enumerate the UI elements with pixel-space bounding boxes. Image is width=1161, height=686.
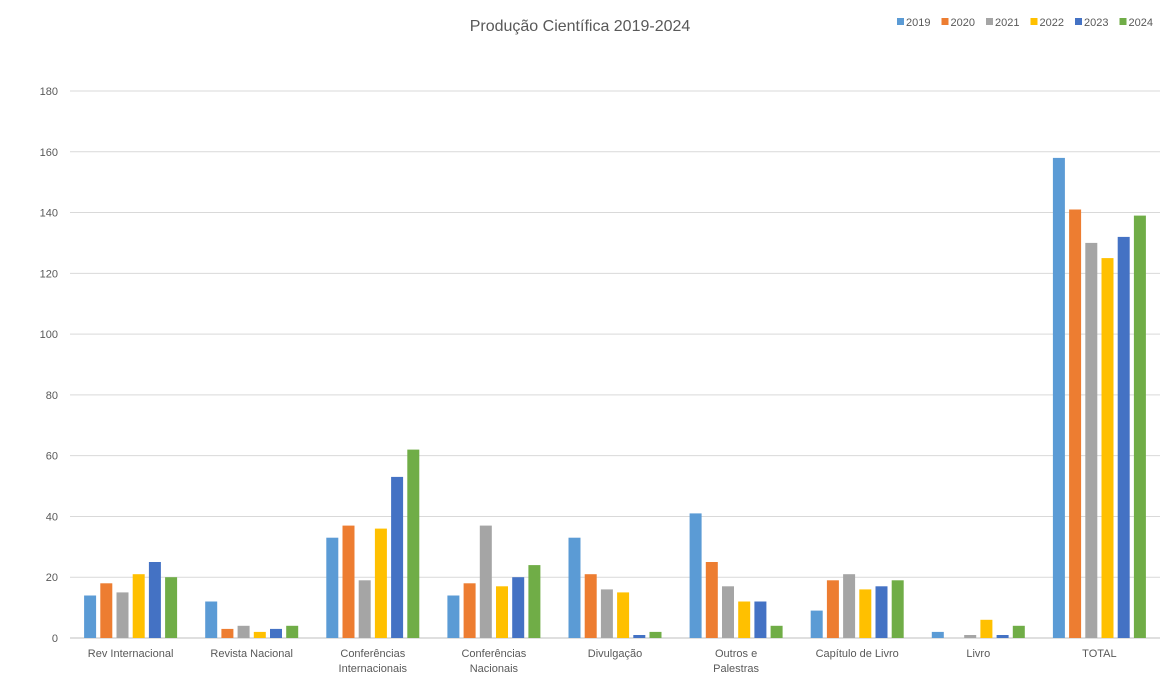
bar xyxy=(528,565,541,638)
x-category-label: TOTAL xyxy=(1082,648,1116,660)
legend-label: 2019 xyxy=(906,17,930,29)
bar xyxy=(931,631,944,638)
bar xyxy=(810,610,823,638)
bar xyxy=(1133,215,1146,638)
bar xyxy=(479,525,492,638)
legend-label: 2020 xyxy=(951,17,975,29)
bar xyxy=(980,619,993,638)
bar xyxy=(875,586,888,638)
bar xyxy=(689,513,702,638)
bar xyxy=(358,580,371,638)
bar xyxy=(132,574,145,638)
bar xyxy=(286,625,299,638)
bar xyxy=(1101,258,1114,638)
bars xyxy=(84,157,1146,638)
bar xyxy=(407,449,420,638)
legend-label: 2022 xyxy=(1040,17,1064,29)
legend-item: 2022 xyxy=(1030,17,1064,29)
bar xyxy=(859,589,872,638)
bar xyxy=(738,601,751,638)
bar xyxy=(253,631,266,638)
bar xyxy=(270,628,282,638)
bar xyxy=(649,631,662,638)
legend-swatch xyxy=(897,18,904,25)
bar xyxy=(1052,157,1065,638)
bar xyxy=(374,528,387,638)
x-category-label: Outros e Palestras xyxy=(713,648,759,675)
y-tick-label: 0 xyxy=(52,633,58,645)
bar xyxy=(633,635,646,638)
y-tick-label: 120 xyxy=(40,268,58,280)
y-tick-label: 20 xyxy=(46,572,58,584)
bar xyxy=(722,586,734,638)
legend-label: 2023 xyxy=(1084,17,1108,29)
x-category-label: Rev Internacional xyxy=(88,648,174,660)
bar xyxy=(221,628,234,638)
legend-swatch xyxy=(1075,18,1082,25)
bar xyxy=(770,625,783,638)
y-tick-label: 140 xyxy=(40,208,58,220)
legend-label: 2021 xyxy=(995,17,1019,29)
legend-label: 2024 xyxy=(1129,17,1153,29)
y-tick-label: 180 xyxy=(40,86,58,98)
bar xyxy=(754,601,767,638)
bar xyxy=(1069,209,1082,638)
bar xyxy=(496,586,508,638)
x-category-label: Conferências Nacionais xyxy=(461,648,526,675)
x-category-label: Revista Nacional xyxy=(210,648,293,660)
x-category-label: Conferências Internacionais xyxy=(339,648,408,675)
bar xyxy=(1117,236,1130,638)
x-axis-category-labels: Rev Internacional Revista Nacional Conferê… xyxy=(88,648,1117,675)
bar xyxy=(584,574,597,638)
y-tick-label: 100 xyxy=(40,329,58,341)
legend-item: 2024 xyxy=(1119,17,1153,29)
bar xyxy=(205,601,218,638)
bar xyxy=(568,537,581,638)
legend-swatch xyxy=(1119,18,1127,25)
bar xyxy=(116,592,129,638)
bar xyxy=(326,537,339,638)
bar xyxy=(237,625,250,638)
bar xyxy=(891,580,904,638)
bar xyxy=(996,635,1009,638)
y-tick-label: 40 xyxy=(46,511,58,523)
legend-item: 2020 xyxy=(941,17,975,29)
y-axis-tick-labels: 0 20 40 60 80 100 120 140 160 180 xyxy=(40,86,58,645)
legend-item: 2023 xyxy=(1075,17,1108,29)
legend-swatch xyxy=(1030,18,1038,25)
chart-title: Produção Científica 2019-2024 xyxy=(470,18,691,35)
bar xyxy=(148,562,161,638)
legend: 2019 2020 2021 2022 2023 2024 xyxy=(897,17,1153,29)
bar xyxy=(512,577,525,638)
legend-swatch xyxy=(941,18,949,25)
bar xyxy=(843,574,856,638)
y-tick-label: 80 xyxy=(46,390,58,402)
x-category-label: Divulgação xyxy=(588,648,642,660)
legend-item: 2019 xyxy=(897,17,930,29)
legend-swatch xyxy=(986,18,993,25)
bar xyxy=(600,589,613,638)
x-category-label: Livro xyxy=(966,648,990,660)
bar xyxy=(1085,242,1098,638)
x-category-label: Capítulo de Livro xyxy=(816,648,899,660)
bar xyxy=(463,583,476,638)
bar xyxy=(826,580,839,638)
bar xyxy=(447,595,460,638)
bar xyxy=(84,595,97,638)
y-tick-label: 160 xyxy=(40,147,58,159)
bar xyxy=(100,583,113,638)
bar xyxy=(342,525,355,638)
bar xyxy=(1012,625,1025,638)
legend-item: 2021 xyxy=(986,17,1019,29)
bar xyxy=(165,577,178,638)
bar xyxy=(964,635,977,638)
bar xyxy=(705,562,718,638)
bar xyxy=(391,476,404,638)
y-tick-label: 60 xyxy=(46,451,58,463)
gridlines xyxy=(70,90,1160,639)
bar xyxy=(617,592,630,638)
